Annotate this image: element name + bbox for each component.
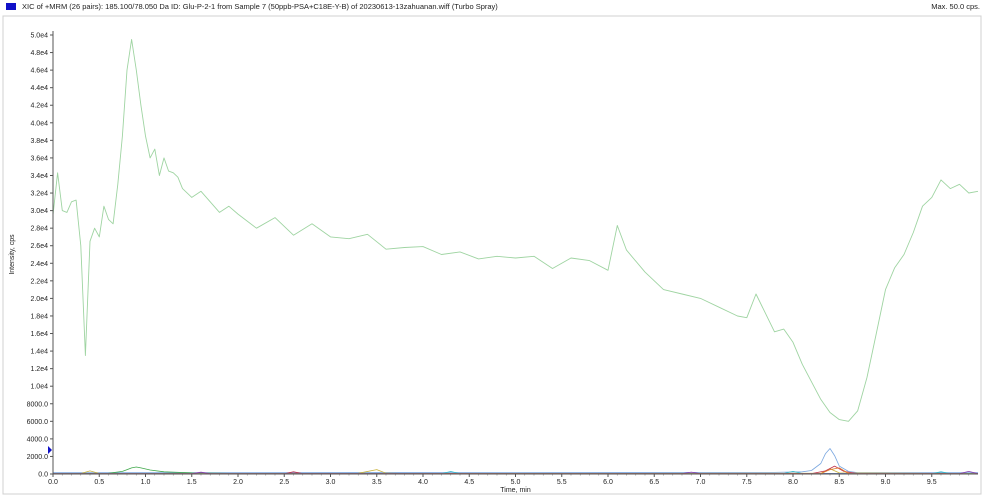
y-tick-label: 3.8e4 bbox=[30, 138, 48, 145]
x-tick-label: 2.5 bbox=[279, 479, 289, 486]
y-tick-label: 2.2e4 bbox=[30, 278, 48, 285]
x-tick-label: 5.5 bbox=[557, 479, 567, 486]
y-tick-label: 4.2e4 bbox=[30, 103, 48, 110]
y-tick-label: 1.8e4 bbox=[30, 313, 48, 320]
chart-header: XIC of +MRM (26 pairs): 185.100/78.050 D… bbox=[0, 0, 984, 16]
y-tick-label: 1.6e4 bbox=[30, 331, 48, 338]
x-tick-label: 4.5 bbox=[464, 479, 474, 486]
series-line-5 bbox=[53, 465, 979, 475]
x-tick-label: 4.0 bbox=[418, 479, 428, 486]
y-tick-label: 2.8e4 bbox=[30, 226, 48, 233]
x-tick-label: 3.5 bbox=[372, 479, 382, 486]
y-tick-label: 4000.0 bbox=[27, 436, 49, 443]
y-tick-label: 3.0e4 bbox=[30, 208, 48, 215]
y-tick-label: 0.0 bbox=[38, 472, 48, 479]
x-tick-label: 8.5 bbox=[834, 479, 844, 486]
y-tick-label: 3.4e4 bbox=[30, 173, 48, 180]
y-tick-label: 1.4e4 bbox=[30, 349, 48, 356]
x-tick-label: 1.0 bbox=[141, 479, 151, 486]
y-tick-label: 2.6e4 bbox=[30, 243, 48, 250]
x-tick-label: 0.5 bbox=[94, 479, 104, 486]
x-tick-label: 6.5 bbox=[649, 479, 659, 486]
x-tick-label: 7.0 bbox=[696, 479, 706, 486]
series-layer bbox=[52, 38, 979, 475]
x-tick-label: 1.5 bbox=[187, 479, 197, 486]
x-tick-label: 8.0 bbox=[788, 479, 798, 486]
x-tick-label: 6.0 bbox=[603, 479, 613, 486]
y-tick-label: 3.6e4 bbox=[30, 155, 48, 162]
baseline-marker-icon bbox=[48, 446, 52, 454]
x-tick-label: 3.0 bbox=[326, 479, 336, 486]
series-line-2 bbox=[52, 448, 978, 474]
y-tick-label: 4.6e4 bbox=[30, 68, 48, 75]
x-axis-label: Time, min bbox=[500, 487, 531, 494]
trace-color-swatch bbox=[6, 3, 16, 10]
y-tick-label: 2000.0 bbox=[27, 454, 49, 461]
y-tick-label: 8000.0 bbox=[27, 401, 49, 408]
y-tick-label: 4.0e4 bbox=[30, 120, 48, 127]
chart-title: XIC of +MRM (26 pairs): 185.100/78.050 D… bbox=[22, 2, 498, 11]
x-tick-label: 9.5 bbox=[927, 479, 937, 486]
y-tick-label: 6000.0 bbox=[27, 419, 49, 426]
y-tick-label: 3.2e4 bbox=[30, 191, 48, 198]
axis-layer: 0.0 2000.0 4000.0 6000.0 8000.0 1.0e4 1.2e4 1.4… bbox=[27, 31, 978, 486]
series-line-1 bbox=[52, 38, 979, 422]
x-tick-label: 7.5 bbox=[742, 479, 752, 486]
plot-border bbox=[2, 15, 982, 495]
y-tick-label: 4.8e4 bbox=[30, 50, 48, 57]
series-line-7 bbox=[53, 470, 979, 475]
x-tick-label: 5.0 bbox=[511, 479, 521, 486]
y-tick-label: 1.0e4 bbox=[30, 384, 48, 391]
x-tick-label: 9.0 bbox=[881, 479, 891, 486]
y-axis-label: Intensity, cps bbox=[9, 234, 16, 275]
max-intensity-label: Max. 50.0 cps. bbox=[931, 2, 980, 11]
x-tick-label: 2.0 bbox=[233, 479, 243, 486]
x-tick-label: 0.0 bbox=[48, 479, 58, 486]
y-tick-label: 5.0e4 bbox=[30, 33, 48, 40]
y-tick-label: 1.2e4 bbox=[30, 366, 48, 373]
y-tick-label: 4.4e4 bbox=[30, 85, 48, 92]
y-tick-label: 2.4e4 bbox=[30, 261, 48, 268]
plot-frame bbox=[2, 15, 982, 495]
series-line-6 bbox=[52, 470, 979, 475]
y-tick-label: 2.0e4 bbox=[30, 296, 48, 303]
